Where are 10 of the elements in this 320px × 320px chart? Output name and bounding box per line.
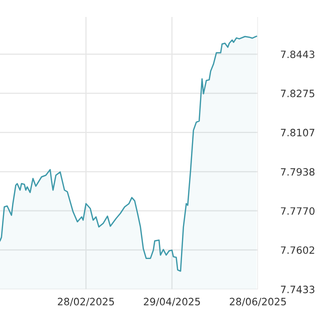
y-tick-label: 7.8107 (280, 128, 314, 136)
x-tick-label: 28/06/2025 (230, 298, 286, 306)
y-tick-label: 7.8443 (280, 50, 314, 58)
y-tick-label: 7.8275 (280, 90, 314, 98)
y-tick-label: 7.7770 (280, 207, 314, 215)
y-tick-label: 7.7602 (280, 246, 314, 254)
y-tick-label: 7.7938 (280, 168, 314, 176)
x-tick-label: 28/02/2025 (58, 298, 114, 306)
x-tick-label: 29/04/2025 (144, 298, 200, 306)
y-tick-label: 7.7433 (280, 286, 314, 294)
